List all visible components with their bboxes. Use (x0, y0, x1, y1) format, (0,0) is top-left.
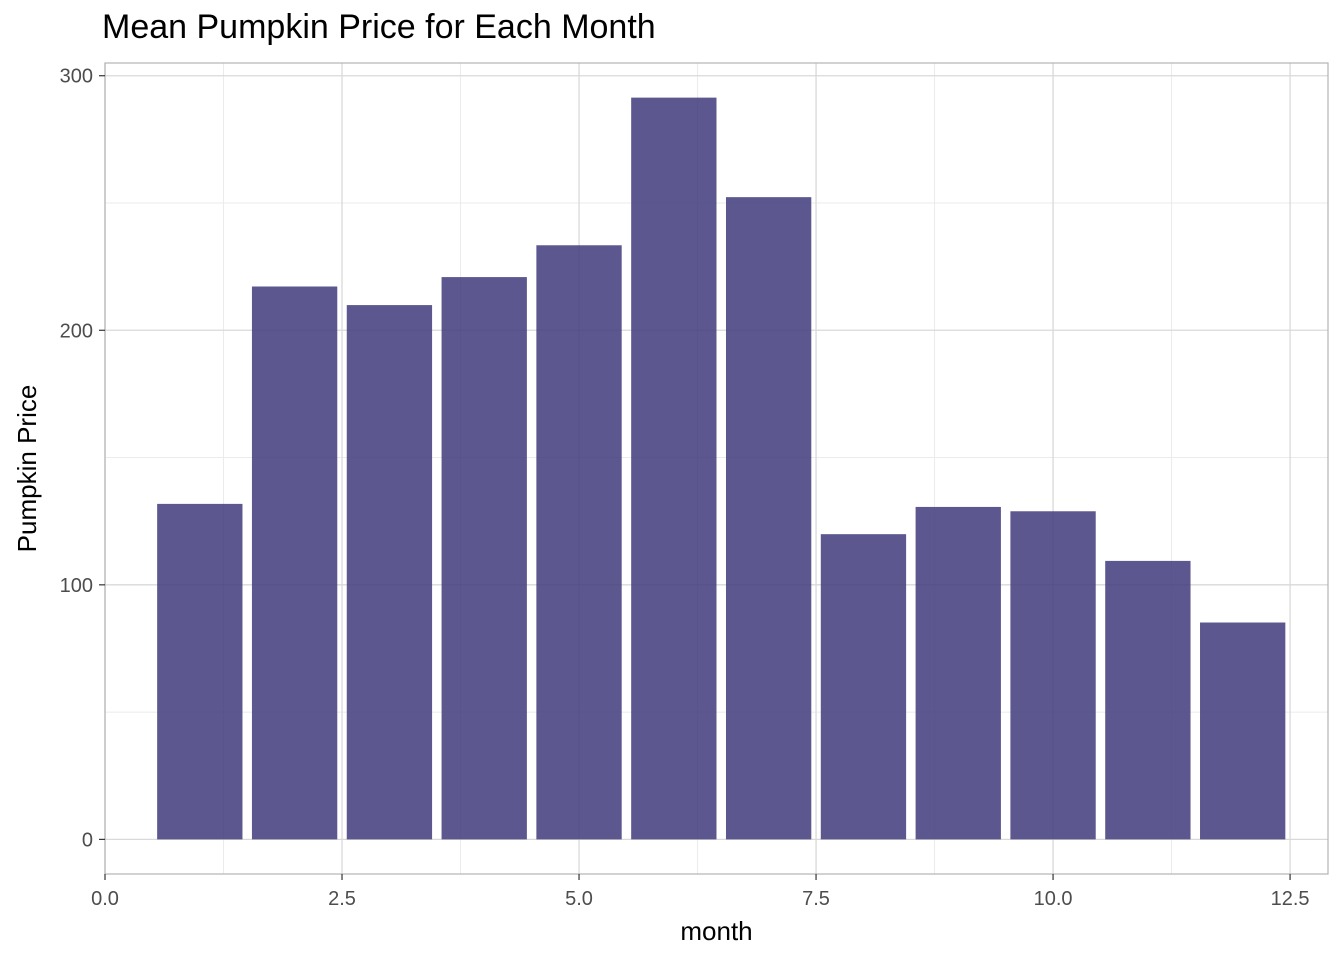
bar-month-9 (915, 506, 1001, 840)
x-tick-label: 5.0 (565, 888, 593, 910)
x-axis-ticks: 0.0 2.5 5.0 7.5 10.0 12.5 (91, 874, 1310, 910)
bar-month-6 (631, 97, 717, 840)
x-tick-label: 10.0 (1034, 888, 1073, 910)
bar-month-5 (536, 245, 622, 840)
bar-month-3 (346, 305, 433, 840)
x-tick-label: 12.5 (1271, 888, 1310, 910)
chart-title: Mean Pumpkin Price for Each Month (102, 8, 656, 46)
bar-month-2 (251, 286, 338, 840)
x-tick-label: 2.5 (328, 888, 356, 910)
y-tick-label: 0 (82, 829, 93, 851)
y-axis-title: Pumpkin Price (12, 385, 42, 553)
y-tick-label: 200 (60, 320, 93, 342)
x-axis-title: month (680, 916, 752, 946)
bar-month-1 (157, 503, 243, 840)
y-tick-label: 100 (60, 575, 93, 597)
panel-border (104, 62, 1329, 875)
bar-month-4 (441, 277, 527, 840)
bars (157, 97, 1286, 840)
bar-month-8 (820, 534, 907, 840)
x-tick-label: 0.0 (91, 888, 119, 910)
bar-month-7 (725, 197, 812, 840)
bar-month-10 (1010, 511, 1096, 840)
y-axis-ticks: 0 100 200 300 (60, 66, 105, 851)
y-tick-label: 300 (60, 66, 93, 88)
bar-month-12 (1200, 622, 1286, 840)
bar-month-11 (1105, 560, 1191, 840)
x-tick-label: 7.5 (802, 888, 830, 910)
